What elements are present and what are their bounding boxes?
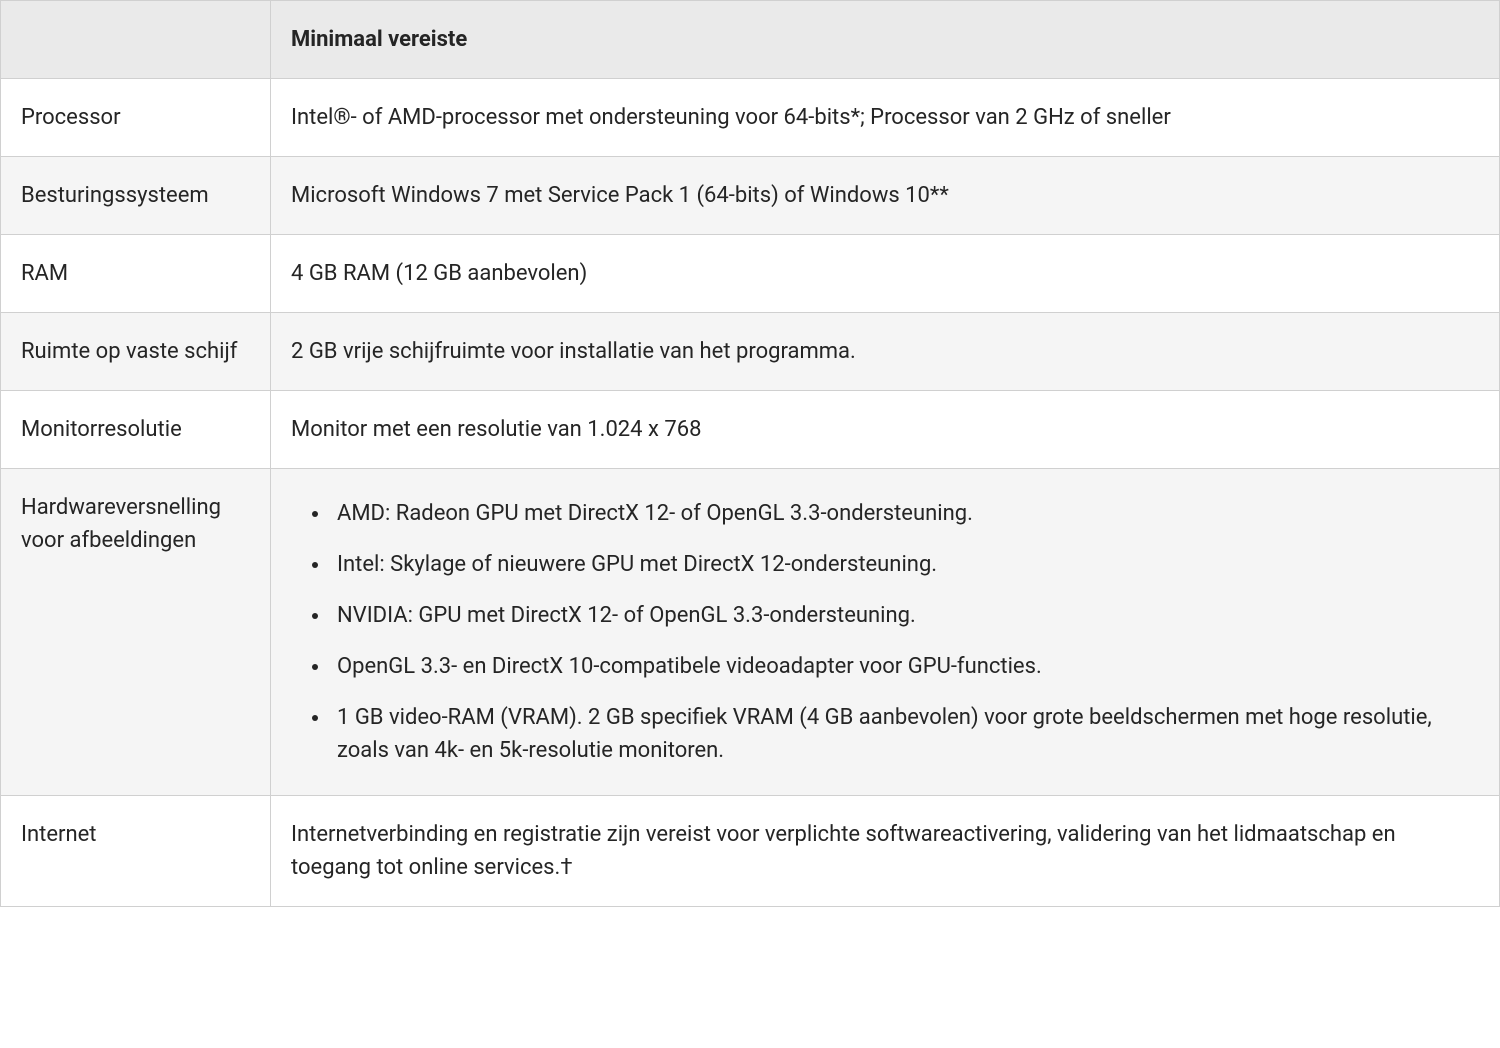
table-row: Hardwareversnelling voor afbeeldingen AMD…	[1, 469, 1500, 796]
row-value: Monitor met een resolutie van 1.024 x 76…	[271, 391, 1500, 469]
row-label: Monitorresolutie	[1, 391, 271, 469]
row-value: Microsoft Windows 7 met Service Pack 1 (…	[271, 157, 1500, 235]
row-value: Internetverbinding en registratie zijn v…	[271, 796, 1500, 907]
value-list: AMD: Radeon GPU met DirectX 12- of OpenG…	[291, 497, 1479, 767]
row-value: 2 GB vrije schijfruimte voor installatie…	[271, 313, 1500, 391]
list-item: 1 GB video-RAM (VRAM). 2 GB specifiek VR…	[331, 701, 1479, 767]
table-row: BesturingssysteemMicrosoft Windows 7 met…	[1, 157, 1500, 235]
requirements-table: Minimaal vereiste ProcessorIntel®- of AM…	[0, 0, 1500, 907]
list-item: NVIDIA: GPU met DirectX 12- of OpenGL 3.…	[331, 599, 1479, 632]
table-header-row: Minimaal vereiste	[1, 1, 1500, 79]
list-item: AMD: Radeon GPU met DirectX 12- of OpenG…	[331, 497, 1479, 530]
list-item: OpenGL 3.3- en DirectX 10-compatibele vi…	[331, 650, 1479, 683]
row-label: Internet	[1, 796, 271, 907]
table-body: ProcessorIntel®- of AMD-processor met on…	[1, 79, 1500, 907]
table-row: InternetInternetverbinding en registrati…	[1, 796, 1500, 907]
row-value: Intel®- of AMD-processor met ondersteuni…	[271, 79, 1500, 157]
table-row: RAM4 GB RAM (12 GB aanbevolen)	[1, 235, 1500, 313]
row-label: Processor	[1, 79, 271, 157]
header-requirement: Minimaal vereiste	[271, 1, 1500, 79]
table-row: ProcessorIntel®- of AMD-processor met on…	[1, 79, 1500, 157]
row-label: Hardwareversnelling voor afbeeldingen	[1, 469, 271, 796]
table-row: MonitorresolutieMonitor met een resoluti…	[1, 391, 1500, 469]
header-empty	[1, 1, 271, 79]
list-item: Intel: Skylage of nieuwere GPU met Direc…	[331, 548, 1479, 581]
row-value: AMD: Radeon GPU met DirectX 12- of OpenG…	[271, 469, 1500, 796]
row-value: 4 GB RAM (12 GB aanbevolen)	[271, 235, 1500, 313]
row-label: Besturingssysteem	[1, 157, 271, 235]
row-label: RAM	[1, 235, 271, 313]
table-row: Ruimte op vaste schijf2 GB vrije schijfr…	[1, 313, 1500, 391]
row-label: Ruimte op vaste schijf	[1, 313, 271, 391]
